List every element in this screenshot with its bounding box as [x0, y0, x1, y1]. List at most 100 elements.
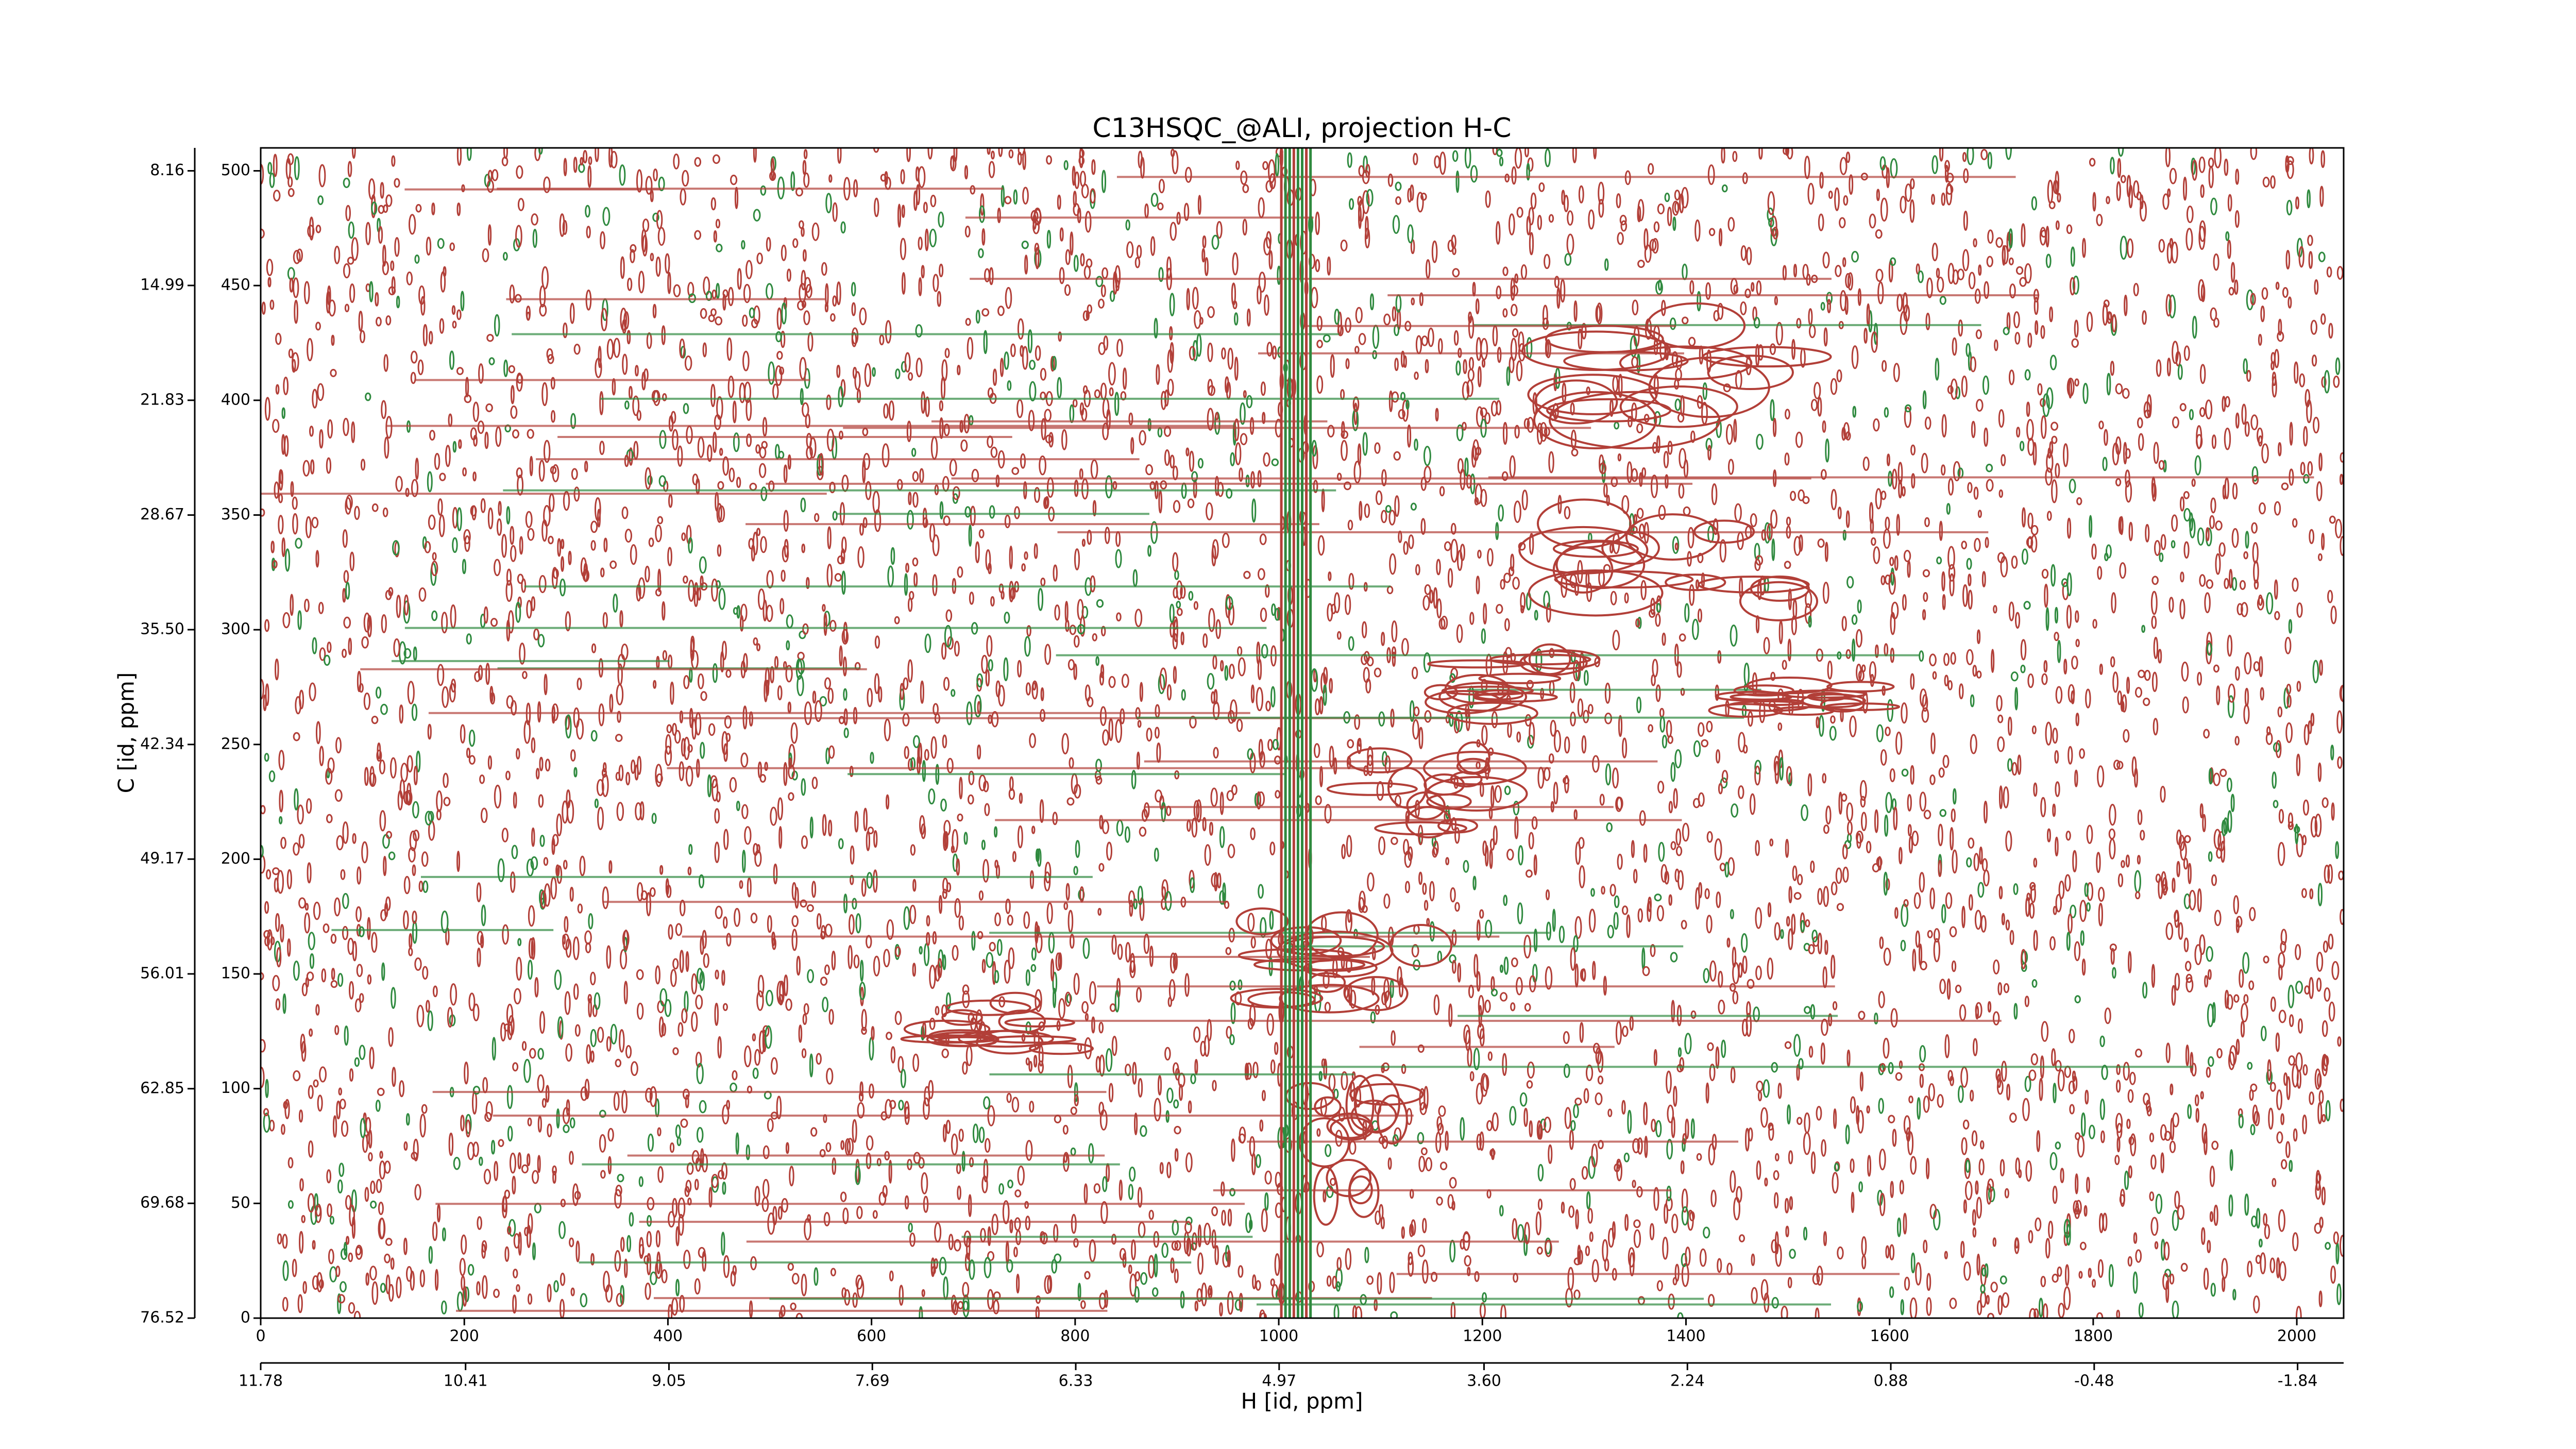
- contour: [840, 1191, 847, 1202]
- contour: [619, 610, 623, 628]
- contour: [1563, 1064, 1570, 1079]
- contour: [921, 1172, 928, 1194]
- contour: [597, 806, 604, 831]
- contour: [814, 1267, 819, 1286]
- contour: [1221, 347, 1226, 360]
- contour: [1098, 863, 1105, 872]
- contour: [766, 283, 773, 300]
- contour: [1740, 245, 1747, 261]
- contour: [2275, 740, 2282, 759]
- contour: [340, 869, 346, 880]
- contour: [1756, 433, 1764, 450]
- contour: [2068, 379, 2072, 399]
- contour: [1116, 339, 1123, 357]
- contour: [969, 415, 974, 426]
- contour: [859, 982, 866, 1000]
- contour: [440, 910, 449, 933]
- contour: [1548, 451, 1554, 474]
- contour: [797, 651, 805, 661]
- contour: [2241, 602, 2248, 617]
- contour: [837, 148, 842, 164]
- contour: [428, 514, 436, 530]
- contour: [1069, 757, 1074, 769]
- contour: [2192, 315, 2197, 339]
- contour: [494, 314, 500, 337]
- contour: [556, 813, 563, 836]
- contour: [1158, 673, 1165, 695]
- contour: [777, 797, 784, 820]
- contour: [683, 575, 688, 584]
- contour: [1583, 1088, 1589, 1104]
- contour: [278, 493, 283, 503]
- contour: [1418, 727, 1423, 750]
- contour: [2214, 148, 2222, 169]
- contour: [303, 281, 310, 305]
- contour: [2199, 407, 2206, 417]
- contour: [1968, 574, 1972, 586]
- contour: [1375, 490, 1383, 506]
- contour: [1544, 254, 1551, 269]
- contour: [1074, 784, 1081, 799]
- contour: [1779, 757, 1784, 781]
- contour: [649, 887, 656, 897]
- contour: [2318, 452, 2323, 471]
- contour: [2232, 482, 2238, 500]
- contour: [1099, 1109, 1108, 1131]
- contour: [545, 1085, 550, 1103]
- contour: [1477, 549, 1482, 559]
- contour: [1970, 356, 1976, 373]
- contour: [295, 696, 301, 715]
- contour: [2053, 1083, 2057, 1104]
- contour: [1655, 613, 1661, 627]
- contour: [1242, 218, 1247, 236]
- contour: [978, 529, 985, 538]
- contour: [809, 1053, 814, 1077]
- contour: [2239, 580, 2246, 590]
- contour: [777, 1206, 783, 1220]
- contour: [1023, 911, 1030, 929]
- contour: [679, 338, 685, 359]
- contour: [883, 949, 890, 968]
- contour: [984, 803, 990, 816]
- contour: [1035, 345, 1041, 361]
- contour: [1674, 1263, 1680, 1282]
- contour: [451, 305, 456, 315]
- contour: [506, 1085, 513, 1109]
- contour: [1818, 213, 1824, 231]
- contour: [2003, 786, 2009, 808]
- contour: [1388, 390, 1393, 412]
- contour: [2307, 189, 2311, 209]
- contour: [978, 774, 987, 791]
- contour: [332, 1115, 337, 1138]
- contour: [575, 1240, 580, 1262]
- contour: [1498, 504, 1504, 522]
- contour: [1489, 1149, 1496, 1157]
- contour: [1785, 148, 1789, 156]
- contour: [307, 338, 313, 362]
- contour: [299, 1231, 304, 1254]
- contour: [1773, 1170, 1780, 1181]
- contour: [675, 1278, 680, 1296]
- contour: [1349, 1140, 1357, 1155]
- contour: [2170, 1083, 2174, 1096]
- contour: [1851, 614, 1858, 625]
- contour: [1008, 947, 1015, 969]
- contour: [2158, 649, 2162, 664]
- contour: [807, 332, 814, 352]
- contour: [1850, 1096, 1856, 1114]
- contour: [422, 324, 428, 347]
- contour: [2145, 524, 2150, 543]
- contour: [1908, 1096, 1913, 1104]
- contour: [1918, 270, 1924, 283]
- contour: [1721, 184, 1728, 193]
- contour: [888, 400, 895, 421]
- contour: [2309, 529, 2315, 544]
- contour: [1475, 298, 1480, 314]
- contour: [960, 439, 968, 452]
- contour: [2224, 158, 2229, 176]
- contour: [505, 770, 511, 781]
- contour: [656, 210, 663, 230]
- contour: [2294, 825, 2300, 834]
- contour: [1484, 412, 1491, 425]
- contour: [1315, 795, 1322, 805]
